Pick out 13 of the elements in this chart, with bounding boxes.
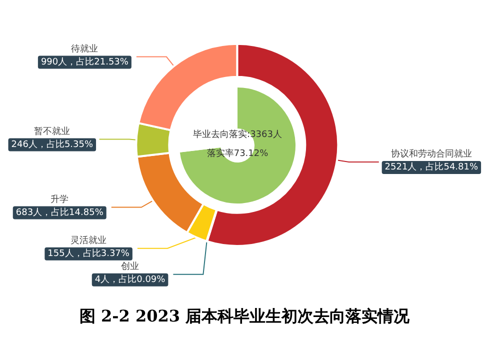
- data-label: 990人，占比21.53%: [40, 56, 129, 68]
- data-label: 4人，占比0.09%: [94, 274, 166, 285]
- data-label: 155人，占比3.37%: [48, 248, 130, 259]
- slice-label: 升学: [50, 194, 69, 205]
- data-label: 246人，占比5.35%: [11, 138, 94, 150]
- slice-label: 待就业: [71, 43, 98, 54]
- slice-label: 协议和劳动合同就业: [390, 148, 472, 160]
- slice-label: 暂不就业: [34, 126, 70, 137]
- data-label: 683人，占比14.85%: [16, 206, 104, 218]
- slice-label: 灵活就业: [70, 234, 107, 246]
- data-label: 2521人，占比54.81%: [384, 161, 478, 172]
- slice-label: 创业: [121, 260, 140, 272]
- text: 图 2-2 2023 届本科毕业生初次去向落实情况: [79, 306, 411, 326]
